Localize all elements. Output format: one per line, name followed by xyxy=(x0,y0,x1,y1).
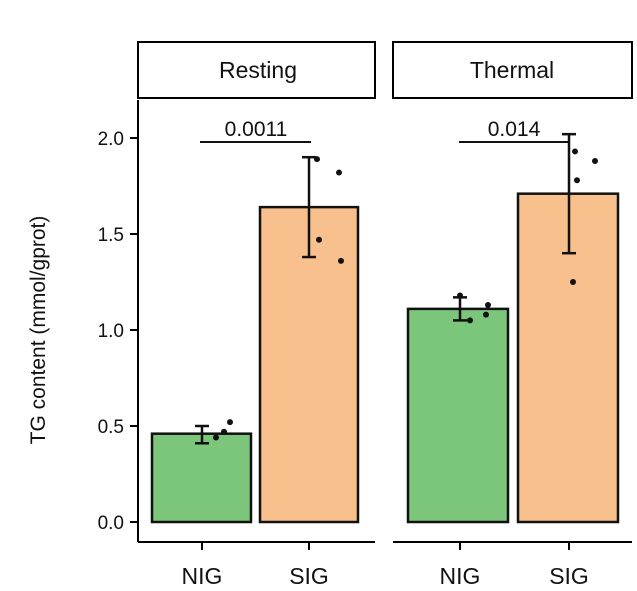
p-value-thermal: 0.014 xyxy=(488,118,541,141)
data-point xyxy=(336,169,342,176)
data-point xyxy=(592,158,598,165)
bars-thermal xyxy=(406,132,620,524)
facet-title-resting: Resting xyxy=(219,57,297,83)
significance-resting: 0.0011 xyxy=(200,118,311,143)
data-point xyxy=(570,279,576,285)
facet-strip-thermal xyxy=(392,41,633,99)
bars-resting xyxy=(150,155,360,524)
p-value-resting: 0.0011 xyxy=(225,118,288,141)
y-axis-ticks: 0.0 0.5 1.0 1.5 2.0 xyxy=(98,129,138,534)
data-point xyxy=(485,302,491,309)
y-axis-label: TG content (mmol/gprot) xyxy=(27,216,50,445)
y-tick-label: 2.0 xyxy=(98,129,124,150)
x-tick-label: NIG xyxy=(440,563,481,589)
significance-thermal: 0.014 xyxy=(459,118,569,143)
x-ticks-thermal: NIG SIG xyxy=(440,542,589,589)
x-tick-label: NIG xyxy=(182,563,223,589)
bar-sig xyxy=(516,192,620,524)
facet-strip-resting xyxy=(137,41,376,99)
data-point xyxy=(227,419,233,426)
data-point xyxy=(314,156,320,163)
panel-resting: Resting 0.0011 NIG SIG xyxy=(137,41,376,589)
bar-nig xyxy=(150,432,253,524)
data-point xyxy=(213,434,219,441)
data-point xyxy=(574,177,580,184)
y-tick-label: 0.0 xyxy=(98,513,124,534)
data-point xyxy=(457,292,463,299)
data-point xyxy=(338,257,344,264)
data-point xyxy=(572,148,578,155)
data-point xyxy=(467,317,473,324)
y-tick-label: 1.0 xyxy=(98,321,124,342)
data-point xyxy=(316,236,322,243)
facet-title-thermal: Thermal xyxy=(470,57,554,83)
data-point xyxy=(221,428,227,435)
y-tick-label: 0.5 xyxy=(98,417,124,438)
x-ticks-resting: NIG SIG xyxy=(182,542,329,589)
bar-nig xyxy=(406,307,510,524)
y-tick-label: 1.5 xyxy=(98,225,124,246)
data-point xyxy=(483,311,489,318)
x-tick-label: SIG xyxy=(549,563,589,589)
x-tick-label: SIG xyxy=(289,563,329,589)
panel-thermal: Thermal 0.014 NIG SIG xyxy=(392,41,633,589)
